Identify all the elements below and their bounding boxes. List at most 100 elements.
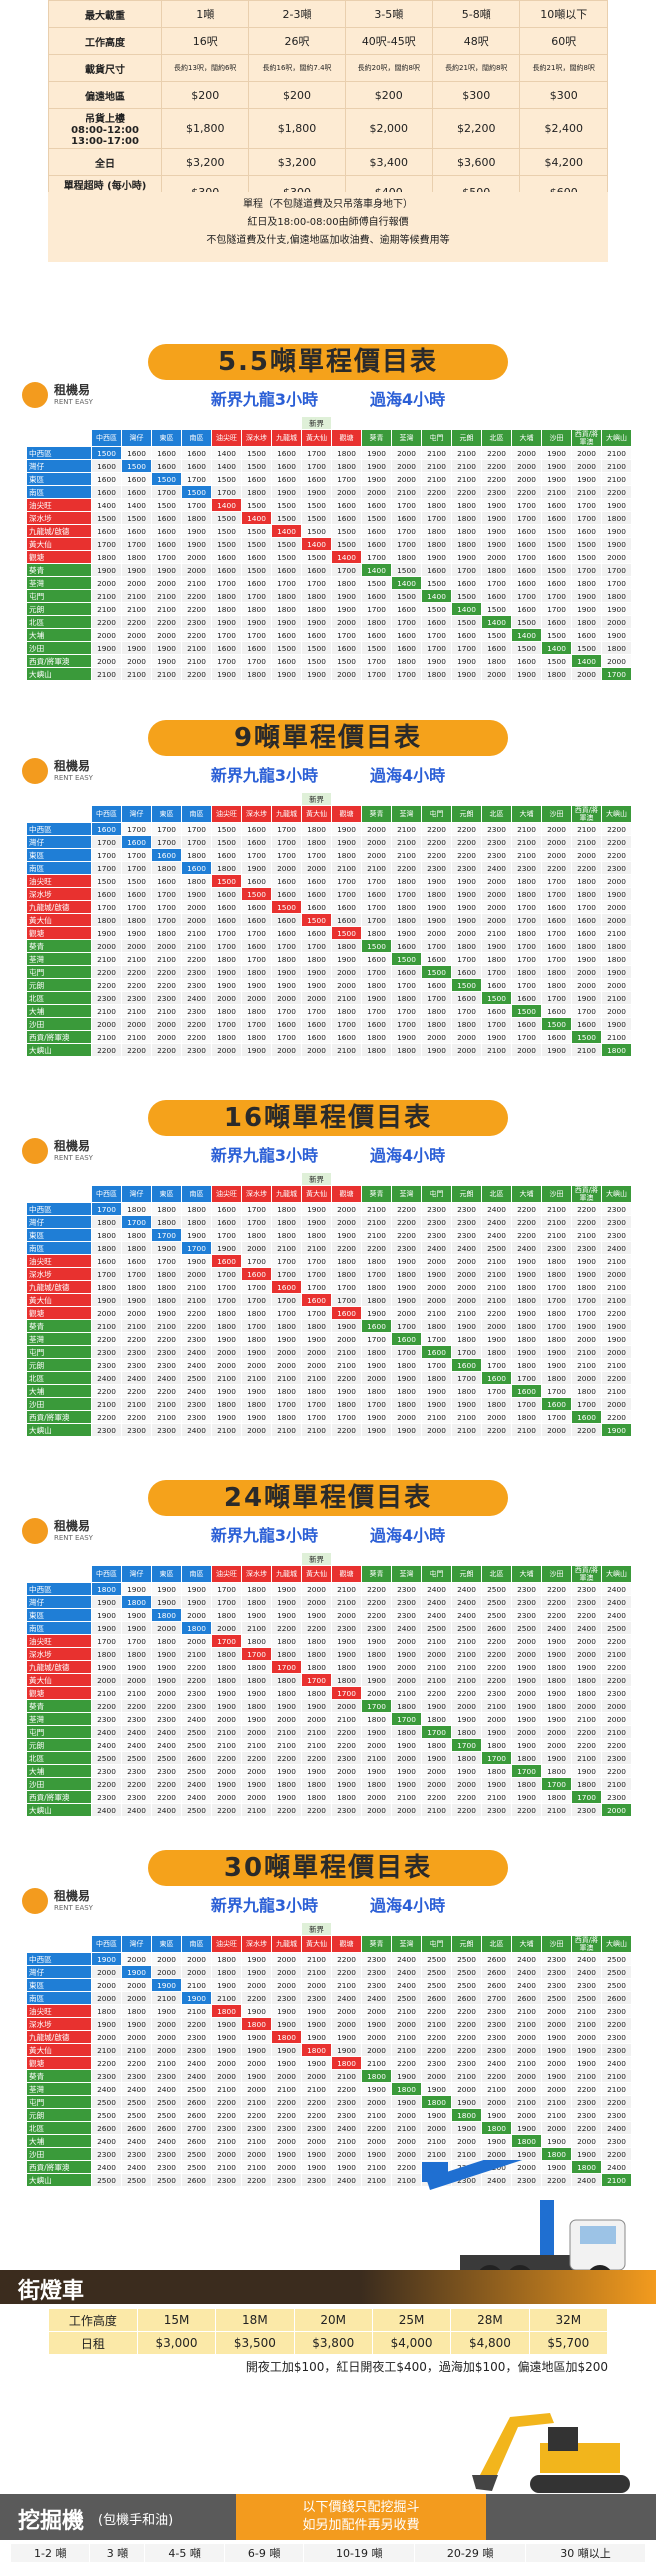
price-cell: 1700 — [451, 641, 482, 655]
price-cell: 2100 — [421, 1306, 452, 1320]
price-cell: $3,000 — [136, 2331, 217, 2355]
price-cell: 2300 — [151, 2147, 182, 2161]
price-cell: 1600 — [391, 511, 422, 525]
price-cell: 1700 — [571, 1306, 602, 1320]
row-header: 油尖旺 — [26, 1634, 92, 1648]
column-header: 東區 — [151, 1565, 182, 1583]
spec-label: 最大載重 — [48, 0, 162, 28]
price-cell: 1900 — [181, 887, 212, 901]
price-cell: 2400 — [91, 2082, 122, 2096]
column-header: 西貢/將軍澳 — [571, 1185, 602, 1203]
row-header: 東區 — [26, 848, 92, 862]
price-cell: 1600 — [451, 965, 482, 979]
price-cell: 2200 — [181, 1017, 212, 1031]
price-cell: 1700 — [421, 1332, 452, 1346]
price-cell: 2200 — [91, 1699, 122, 1713]
blank — [361, 792, 392, 806]
price-cell: 1600 — [211, 1202, 242, 1216]
price-cell: 1900 — [571, 1764, 602, 1778]
price-cell: 1700 — [451, 563, 482, 577]
spec-cell: $4,200 — [519, 148, 608, 176]
column-header-row: 中西區 灣仔 東區 南區 油尖旺 深水埗 九龍城 黃大仙 觀塘 葵青 荃灣 屯門 元朗 北區 大埔 沙田 西貢/… — [26, 1565, 632, 1583]
price-cell: 1700 — [301, 1254, 332, 1268]
price-cell: 1900 — [511, 1712, 542, 1726]
price-cell: 2000 — [541, 2082, 572, 2096]
price-cell: 1800 — [511, 1410, 542, 1424]
price-cell: 1900 — [361, 1764, 392, 1778]
price-cell: 1600 — [241, 472, 272, 486]
price-cell: 2100 — [211, 2134, 242, 2148]
price-cell: 2500 — [181, 1371, 212, 1385]
blank — [601, 1552, 632, 1566]
price-cell: 2000 — [541, 1423, 572, 1437]
price-cell: 2100 — [451, 1306, 482, 1320]
price-cell: 1700 — [391, 615, 422, 629]
price-cell: 1700 — [301, 1280, 332, 1294]
price-cell: 1800 — [391, 913, 422, 927]
blank — [361, 1552, 392, 1566]
price-cell: 1900 — [241, 2004, 272, 2018]
price-cell: 1900 — [211, 965, 242, 979]
matrix-row: 沙田 1900 1900 1900 2100 1600 1600 1500 1500 1600 15… — [26, 641, 632, 655]
price-cell: 1800 — [511, 1358, 542, 1372]
matrix-row: 元朗 2200 2200 2200 2300 1900 1900 1900 1900 2000 18… — [26, 978, 632, 992]
price-cell: 2300 — [601, 2004, 632, 2018]
price-cell: 1900 — [541, 472, 572, 486]
price-cell: 1900 — [571, 589, 602, 603]
price-cell: 1900 — [541, 1712, 572, 1726]
price-cell: 1500 — [541, 628, 572, 642]
price-cell: 1800 — [481, 1764, 512, 1778]
price-cell: 2200 — [421, 1790, 452, 1804]
price-cell: 1600 — [511, 1017, 542, 1031]
price-cell: 1800 — [241, 1673, 272, 1687]
price-cell: 2200 — [481, 1647, 512, 1661]
price-cell: 1500 — [391, 952, 422, 966]
price-cell: 1800 — [241, 1634, 272, 1648]
price-cell: 1700 — [571, 1790, 602, 1804]
price-cell: 2000 — [601, 978, 632, 992]
region-label: 新界 — [301, 792, 332, 806]
row-header: 西貢/將軍澳 — [26, 1790, 92, 1804]
price-cell: 2000 — [391, 459, 422, 473]
price-cell: 2300 — [361, 1621, 392, 1635]
price-cell: 1800 — [271, 1228, 302, 1242]
row-header: 油尖旺 — [26, 874, 92, 888]
matrix-row: 灣仔 1900 1800 1900 1900 1700 1800 1900 2000 2100 22… — [26, 1595, 632, 1609]
price-cell: 2100 — [181, 926, 212, 940]
matrix-row: 灣仔 1800 1700 1800 1800 1600 1700 1800 1900 2000 21… — [26, 1215, 632, 1229]
price-cell: 1800 — [541, 1267, 572, 1281]
price-cell: 1800 — [481, 1738, 512, 1752]
price-cell: 2000 — [301, 861, 332, 875]
price-cell: 1700 — [151, 550, 182, 564]
price-cell: 1600 — [271, 874, 302, 888]
price-cell: 2400 — [121, 1371, 152, 1385]
column-header: 深水埗 — [241, 805, 272, 823]
price-cell: 1900 — [481, 498, 512, 512]
price-cell: 2200 — [481, 2069, 512, 2083]
price-cell: 1900 — [541, 1751, 572, 1765]
blank — [151, 1172, 182, 1186]
price-cell: 1800 — [211, 1030, 242, 1044]
price-cell: 2100 — [301, 1241, 332, 1255]
price-cell: 1800 — [361, 1345, 392, 1359]
price-cell: 2300 — [481, 1686, 512, 1700]
price-cell: 1600 — [241, 1267, 272, 1281]
price-cell: 1900 — [181, 1228, 212, 1242]
price-cell: 1900 — [391, 1254, 422, 1268]
price-cell: 2000 — [331, 1764, 362, 1778]
price-cell: 1800 — [211, 952, 242, 966]
price-cell: 2500 — [181, 1725, 212, 1739]
matrix-row: 元朗 2300 2300 2300 2400 2000 2000 2000 2000 2100 19… — [26, 1358, 632, 1372]
price-cell: 1500 — [361, 576, 392, 590]
blank — [151, 416, 182, 430]
blank — [26, 429, 92, 447]
spec-cell: $200 — [160, 81, 250, 109]
price-cell: 2200 — [181, 1030, 212, 1044]
price-cell: 1600 — [241, 576, 272, 590]
price-cell: 2100 — [601, 1280, 632, 1294]
price-cell: 1700 — [121, 1634, 152, 1648]
price-cell: 2500 — [181, 2147, 212, 2161]
column-header: 葵青 — [361, 805, 392, 823]
price-cell: 2000 — [121, 576, 152, 590]
price-cell: 2200 — [601, 1764, 632, 1778]
